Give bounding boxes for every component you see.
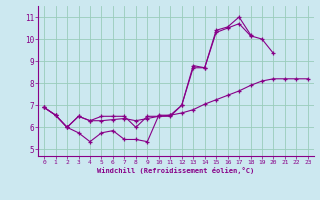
X-axis label: Windchill (Refroidissement éolien,°C): Windchill (Refroidissement éolien,°C)	[97, 167, 255, 174]
